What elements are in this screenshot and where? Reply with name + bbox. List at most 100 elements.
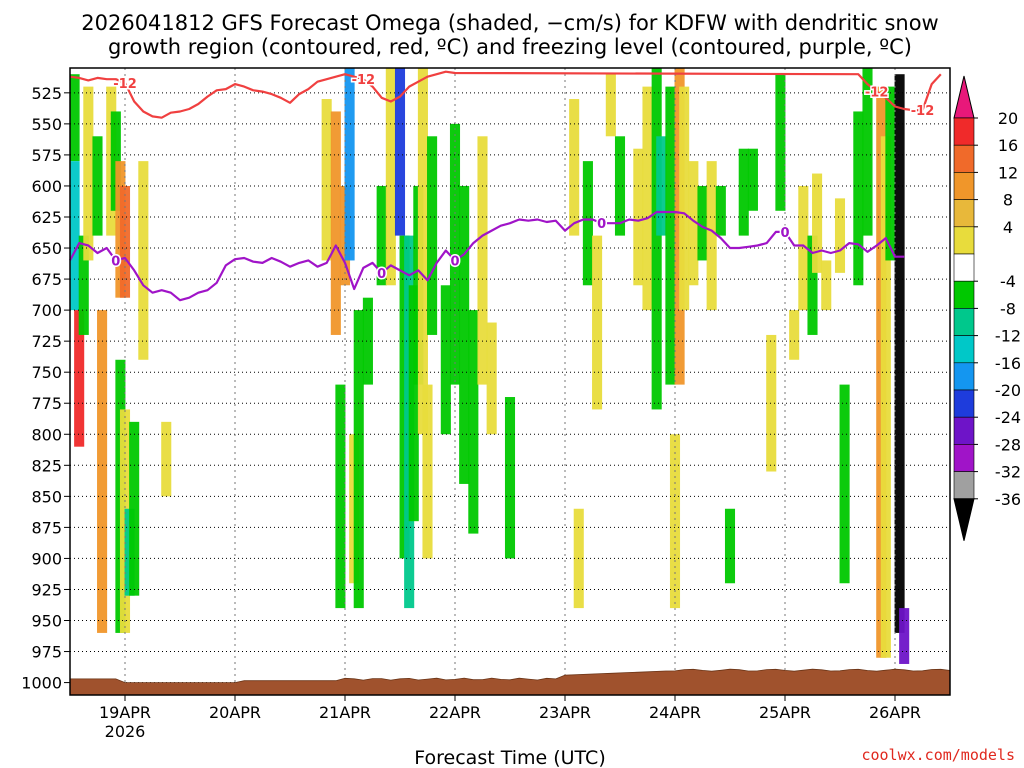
y-tick-label: 950 [31,612,62,631]
colorbar-label: -20 [995,381,1021,400]
omega-streak [468,310,479,534]
dgz-contour-line-label: -12 [865,86,889,101]
y-tick-label: 850 [31,487,62,506]
omega-streak [321,99,332,261]
y-tick-label: 1000 [21,674,62,693]
colorbar-segment [953,444,975,472]
credit-text: coolwx.com/models [861,746,1015,764]
omega-streak [715,185,726,236]
omega-streak [642,86,653,311]
colorbar-label: -36 [995,490,1021,509]
y-axis-ticks: 525 550 575 600 625 650 675 700 725 750 775 800 825 8… [21,84,70,693]
x-tick-label: 25APR [759,703,811,722]
x-tick-label: 22APR [429,703,481,722]
omega-streak [353,310,364,609]
colorbar-segment [953,308,975,336]
y-tick-label: 675 [31,270,62,289]
x-tick-label: 21APR [319,703,371,722]
colorbar-segment [953,416,975,445]
omega-streak [789,310,800,360]
x-tick-sublabel: 2026 [105,722,146,741]
omega-streak [679,86,690,311]
dgz-contour-line-label: -12 [113,77,137,92]
omega-streak [812,173,823,273]
omega-streak [899,608,910,664]
omega-streak [330,111,341,335]
y-tick-label: 725 [31,332,62,351]
omega-streak [798,185,809,311]
plot-background [70,68,950,695]
omega-streak [344,68,355,261]
y-tick-label: 900 [31,549,62,568]
chart-title-line-2: growth region (contoured, red, ºC) and f… [108,35,912,59]
freezing-level-contour-line-label: 0 [111,254,120,269]
omega-streak [605,74,616,137]
omega-streak [422,384,433,559]
colorbar-bottom-arrow [953,498,975,541]
colorbar-segment [953,226,975,255]
dgz-contour-line-label: -12 [352,73,376,88]
dgz-contour-line [69,70,942,119]
colorbar-segment [953,199,975,228]
colorbar-label: -32 [995,463,1021,482]
omega-streak [894,74,905,633]
y-tick-label: 800 [31,425,62,444]
dgz-contour-line-label: -12 [911,104,935,119]
omega-streak [656,136,667,236]
y-tick-label: 925 [31,580,62,599]
omega-streak [706,161,717,311]
terrain-surface [69,668,951,696]
y-tick-label: 625 [31,208,62,227]
colorbar-label: 8 [1003,191,1013,210]
plot-area: -12 -12 -12 -12 0 0 0 0 0 [69,67,951,696]
colorbar-label: -16 [995,354,1021,373]
omega-streak [834,198,846,273]
y-tick-label: 650 [31,239,62,258]
y-tick-label: 700 [31,301,62,320]
omega-streak [161,421,172,497]
omega-streak [582,161,593,286]
freezing-level-contour-line-label: 0 [780,226,789,241]
omega-streak [885,86,896,261]
omega-shading [69,68,910,664]
freezing-level-contour-line-label: 0 [597,217,606,232]
y-tick-label: 825 [31,456,62,475]
omega-streak [651,68,662,410]
y-tick-label: 775 [31,394,62,413]
omega-streak [69,161,80,311]
colorbar-top-arrow [953,75,975,119]
omega-streak [385,68,396,286]
omega-streak [427,136,438,335]
omega-streak [138,161,149,360]
omega-streak [688,161,699,286]
omega-streak [440,285,451,435]
omega-streak [853,111,864,286]
omega-streak [83,86,94,261]
omega-streak [862,68,873,236]
omega-streak [766,334,777,472]
colorbar-label: -28 [995,435,1021,454]
omega-streak [97,310,108,633]
omega-streak [408,285,419,522]
x-tick-label: 20APR [209,703,261,722]
omega-streak [839,384,850,584]
freezing-level-contour-line-label: 0 [450,254,459,269]
omega-streak [821,260,832,311]
y-tick-label: 525 [31,84,62,103]
omega-streak [459,185,470,484]
omega-streak [724,508,736,584]
omega-streak [614,136,626,236]
x-tick-label: 26APR [869,703,921,722]
omega-streak [394,68,406,236]
colorbar-segment [953,335,975,364]
omega-streak [417,68,428,435]
y-tick-label: 575 [31,146,62,165]
plot-frame [69,67,951,696]
freezing-level-contour-line [69,210,905,302]
omega-streak [335,384,346,609]
omega-streak [592,235,603,410]
colorbar: 20 16 12 8 4 -4 -8 -12 -16 -20 -24 -28 -32 -36 [953,75,1021,541]
omega-streak [880,136,891,658]
